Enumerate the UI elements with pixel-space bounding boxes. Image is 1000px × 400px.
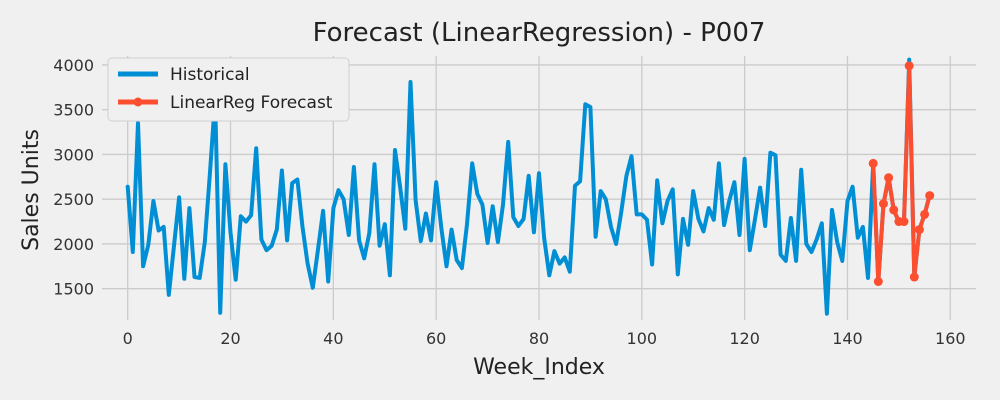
y-tick-label: 2500 (53, 190, 94, 209)
legend-forecast-label: LinearReg Forecast (170, 93, 333, 113)
forecast-point (884, 173, 894, 183)
y-tick-label: 3500 (53, 101, 94, 120)
forecast-point (899, 217, 909, 227)
forecast-point (904, 61, 914, 71)
forecast-point (920, 209, 930, 219)
x-tick-label: 0 (123, 329, 133, 348)
forecast-point (873, 277, 883, 287)
x-tick-label: 120 (729, 329, 760, 348)
legend-forecast-marker (133, 97, 143, 107)
legend-box (107, 57, 350, 122)
forecast-point (914, 225, 924, 235)
y-tick-label: 1500 (53, 280, 94, 299)
x-tick-label: 20 (220, 329, 240, 348)
historical-series-line (125, 57, 932, 316)
forecast-point (889, 205, 899, 215)
forecast-point (878, 199, 888, 209)
chart-title: Forecast (LinearRegression) - P007 (313, 18, 766, 48)
x-tick-label: 60 (426, 329, 446, 348)
y-axis-label: Sales Units (19, 129, 44, 251)
legend-historical-label: Historical (170, 65, 250, 85)
legend: Historical LinearReg Forecast (107, 57, 350, 122)
x-tick-label: 80 (529, 329, 549, 348)
tick-labels: 0 20 40 60 80 100 120 140 160 1500 2000 2500 3000 350… (53, 56, 965, 348)
forecast-point (868, 158, 878, 168)
forecast-point (925, 191, 935, 201)
forecast-point (909, 272, 919, 282)
y-tick-label: 4000 (53, 56, 94, 75)
series-layer (125, 57, 935, 316)
y-tick-label: 2000 (53, 235, 94, 254)
x-tick-label: 40 (323, 329, 343, 348)
x-tick-label: 140 (832, 329, 863, 348)
x-tick-label: 100 (627, 329, 658, 348)
x-axis-label: Week_Index (473, 355, 605, 380)
y-tick-label: 3000 (53, 145, 94, 164)
x-tick-label: 160 (935, 329, 966, 348)
